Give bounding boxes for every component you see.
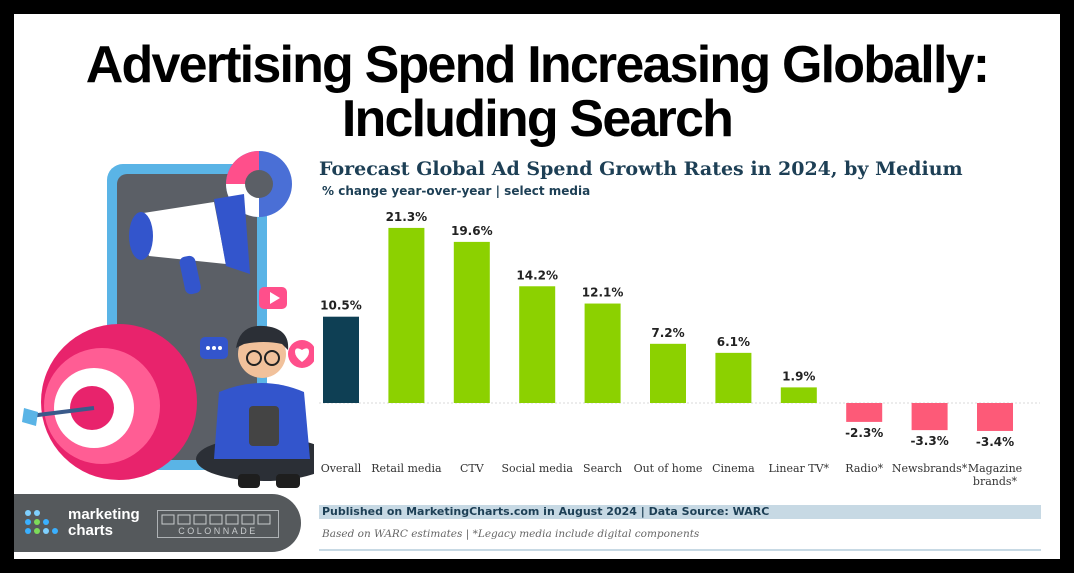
- category-label-0: Overall: [321, 462, 362, 475]
- marketing-charts-wordmark: marketing charts: [68, 507, 140, 539]
- logo-bar: marketing charts COLONNADE: [14, 494, 301, 552]
- category-label-6: Cinema: [712, 462, 755, 475]
- value-label-9: -3.3%: [910, 434, 948, 448]
- megaphone-target-illustration: [22, 151, 314, 488]
- chart-subtitle: % change year-over-year | select media: [322, 184, 591, 198]
- category-label-9: Newsbrands*: [892, 462, 968, 475]
- source-line: Published on MarketingCharts.com in Augu…: [319, 505, 1041, 519]
- chart-title: Forecast Global Ad Spend Growth Rates in…: [319, 158, 963, 180]
- bar-chart: 10.5% Overall 21.3% Retail media 19.6% CTV 14.…: [319, 210, 1040, 488]
- value-label-3: 14.2%: [516, 268, 558, 282]
- logo-line-1: marketing: [68, 506, 140, 523]
- value-label-4: 12.1%: [582, 286, 624, 300]
- bar-4: [584, 303, 621, 403]
- value-label-6: 6.1%: [717, 335, 750, 349]
- category-label-3: Social media: [501, 462, 573, 475]
- bar-0: [323, 316, 359, 403]
- value-label-10: -3.4%: [976, 435, 1014, 449]
- category-label-2: CTV: [460, 462, 485, 475]
- logo-line-2: charts: [68, 522, 114, 539]
- value-label-7: 1.9%: [782, 369, 815, 383]
- bar-3: [519, 286, 556, 403]
- colonnade-columns-icon: [161, 514, 271, 525]
- category-label-10-line-0: Magazine: [968, 462, 1022, 475]
- headline-line-1: Advertising Spend Increasing Globally:: [85, 36, 990, 94]
- footer-divider: [319, 549, 1041, 551]
- category-label-10-line-1: brands*: [973, 475, 1018, 488]
- category-label-5: Out of home: [634, 462, 703, 475]
- bar-5: [650, 343, 686, 403]
- marketing-charts-logo-icon: [25, 510, 58, 534]
- footnote: Based on WARC estimates | *Legacy media …: [322, 528, 700, 540]
- category-label-7: Linear TV*: [769, 462, 830, 475]
- headline-line-2: Including Search: [341, 90, 734, 148]
- value-label-5: 7.2%: [651, 326, 684, 340]
- bar-8: [846, 403, 883, 422]
- target-icon: [22, 324, 197, 480]
- bar-10: [977, 403, 1013, 431]
- megaphone-icon: [129, 194, 250, 295]
- value-label-2: 19.6%: [451, 224, 493, 238]
- category-label-1: Retail media: [371, 462, 442, 475]
- person-illustration: [196, 325, 314, 488]
- value-label-0: 10.5%: [320, 299, 362, 313]
- value-label-8: -2.3%: [845, 426, 883, 440]
- bar-6: [715, 352, 752, 403]
- value-label-1: 21.3%: [386, 210, 428, 224]
- category-label-8: Radio*: [845, 462, 883, 475]
- bar-1: [388, 227, 425, 403]
- infographic-frame: Advertising Spend Increasing Globally: I…: [14, 14, 1060, 559]
- bar-7: [780, 387, 817, 403]
- colonnade-logo: COLONNADE: [157, 510, 279, 538]
- colonnade-wordmark: COLONNADE: [178, 526, 258, 536]
- headline: Advertising Spend Increasing Globally: I…: [14, 38, 1060, 146]
- bar-2: [453, 241, 490, 403]
- category-label-4: Search: [583, 462, 622, 475]
- bar-9: [911, 403, 948, 431]
